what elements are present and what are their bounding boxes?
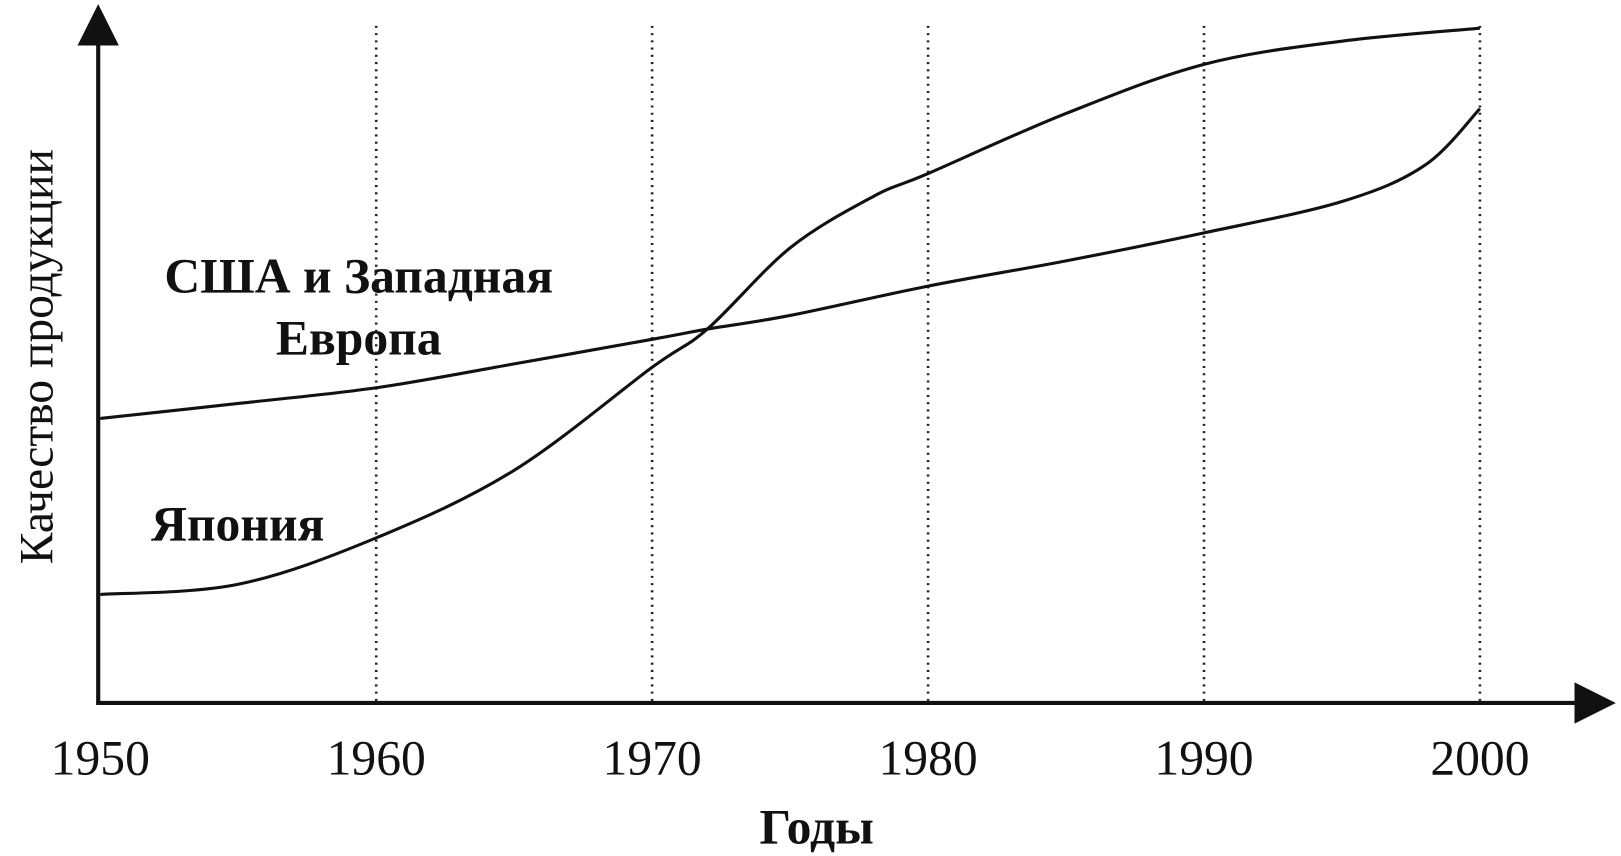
series-label: США и Западная Европа xyxy=(164,249,554,366)
line xyxy=(100,26,1481,597)
x-tick-label: 1960 xyxy=(327,730,426,785)
x-axis-title: Годы xyxy=(759,800,873,855)
x-tick-label: 2000 xyxy=(1430,730,1529,785)
x-tick-label: 1950 xyxy=(51,730,150,785)
series-label: Япония xyxy=(151,497,325,553)
x-tick-label: 1990 xyxy=(1154,730,1253,785)
series-label-box: США и Западная Европа xyxy=(164,249,554,366)
x-tick-label: 1970 xyxy=(603,730,702,785)
y-axis-title: Качество продукции xyxy=(11,149,63,564)
x-tick-label: 1980 xyxy=(878,730,977,785)
series-label-box: Япония xyxy=(151,497,325,553)
line xyxy=(100,107,1482,421)
